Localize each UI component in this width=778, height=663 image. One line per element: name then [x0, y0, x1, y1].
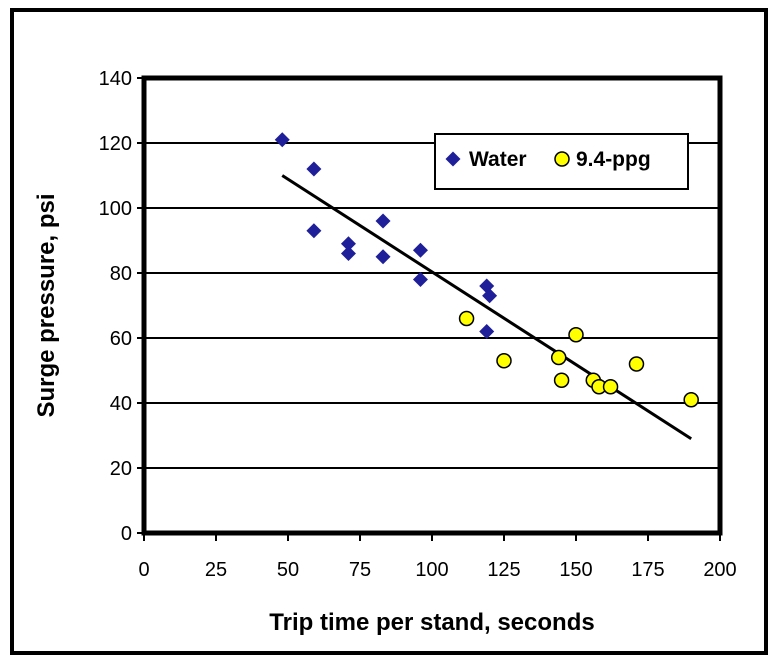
y-axis-title: Surge pressure, psi [33, 193, 60, 417]
point-9-4-ppg-7 [602, 379, 619, 395]
point-water-10 [482, 288, 498, 304]
x-tick-label-200: 200 [703, 559, 736, 581]
y-tick-label-60: 60 [110, 328, 132, 350]
y-tick-label-80: 80 [110, 263, 132, 285]
legend-label-water: Water [469, 148, 527, 171]
grid-lines [144, 142, 720, 469]
x-tick-label-150: 150 [559, 559, 592, 581]
point-water-5 [375, 213, 391, 229]
point-water-2 [306, 223, 322, 239]
point-9-4-ppg-9 [683, 392, 699, 408]
legend-marker-water [445, 151, 461, 167]
data-points [274, 132, 699, 408]
y-tick-label-40: 40 [110, 393, 132, 415]
point-9-4-ppg-2 [550, 349, 567, 366]
y-tick-label-0: 0 [121, 523, 132, 545]
x-tick-label-75: 75 [349, 559, 371, 581]
trendline [281, 174, 693, 441]
point-water-4 [340, 246, 356, 261]
y-tick-label-20: 20 [110, 458, 132, 480]
point-9-4-ppg-1 [496, 353, 512, 369]
point-water-8 [412, 272, 428, 287]
point-water-7 [412, 242, 428, 258]
point-water-0 [274, 132, 290, 148]
legend: Water 9.4-ppg [434, 133, 689, 190]
legend-label-9-4-ppg: 9.4-ppg [576, 148, 651, 171]
x-axis-title: Trip time per stand, seconds [269, 609, 594, 636]
y-tick-label-120: 120 [99, 133, 132, 155]
x-tick-label-100: 100 [415, 559, 448, 581]
x-tick-label-25: 25 [205, 559, 227, 581]
point-water-1 [306, 161, 322, 177]
x-axis: 0 25 50 75 100 125 150 175 200 [138, 533, 737, 581]
point-9-4-ppg-0 [458, 310, 475, 327]
point-water-6 [375, 249, 391, 265]
x-tick-label-125: 125 [487, 559, 520, 581]
point-water-3 [340, 236, 356, 252]
point-9-4-ppg-4 [568, 327, 584, 343]
chart-frame [10, 8, 768, 655]
point-9-4-ppg-3 [553, 372, 570, 388]
x-tick-label-175: 175 [631, 559, 664, 581]
y-tick-label-100: 100 [99, 198, 132, 220]
point-9-4-ppg-8 [628, 356, 645, 372]
x-tick-label-0: 0 [138, 559, 149, 581]
x-tick-label-50: 50 [277, 559, 299, 581]
y-axis: 0 20 40 60 80 100 120 140 [99, 68, 144, 545]
point-water-11 [479, 324, 495, 339]
y-tick-label-140: 140 [99, 68, 132, 90]
legend-marker-9-4-ppg [554, 151, 570, 167]
